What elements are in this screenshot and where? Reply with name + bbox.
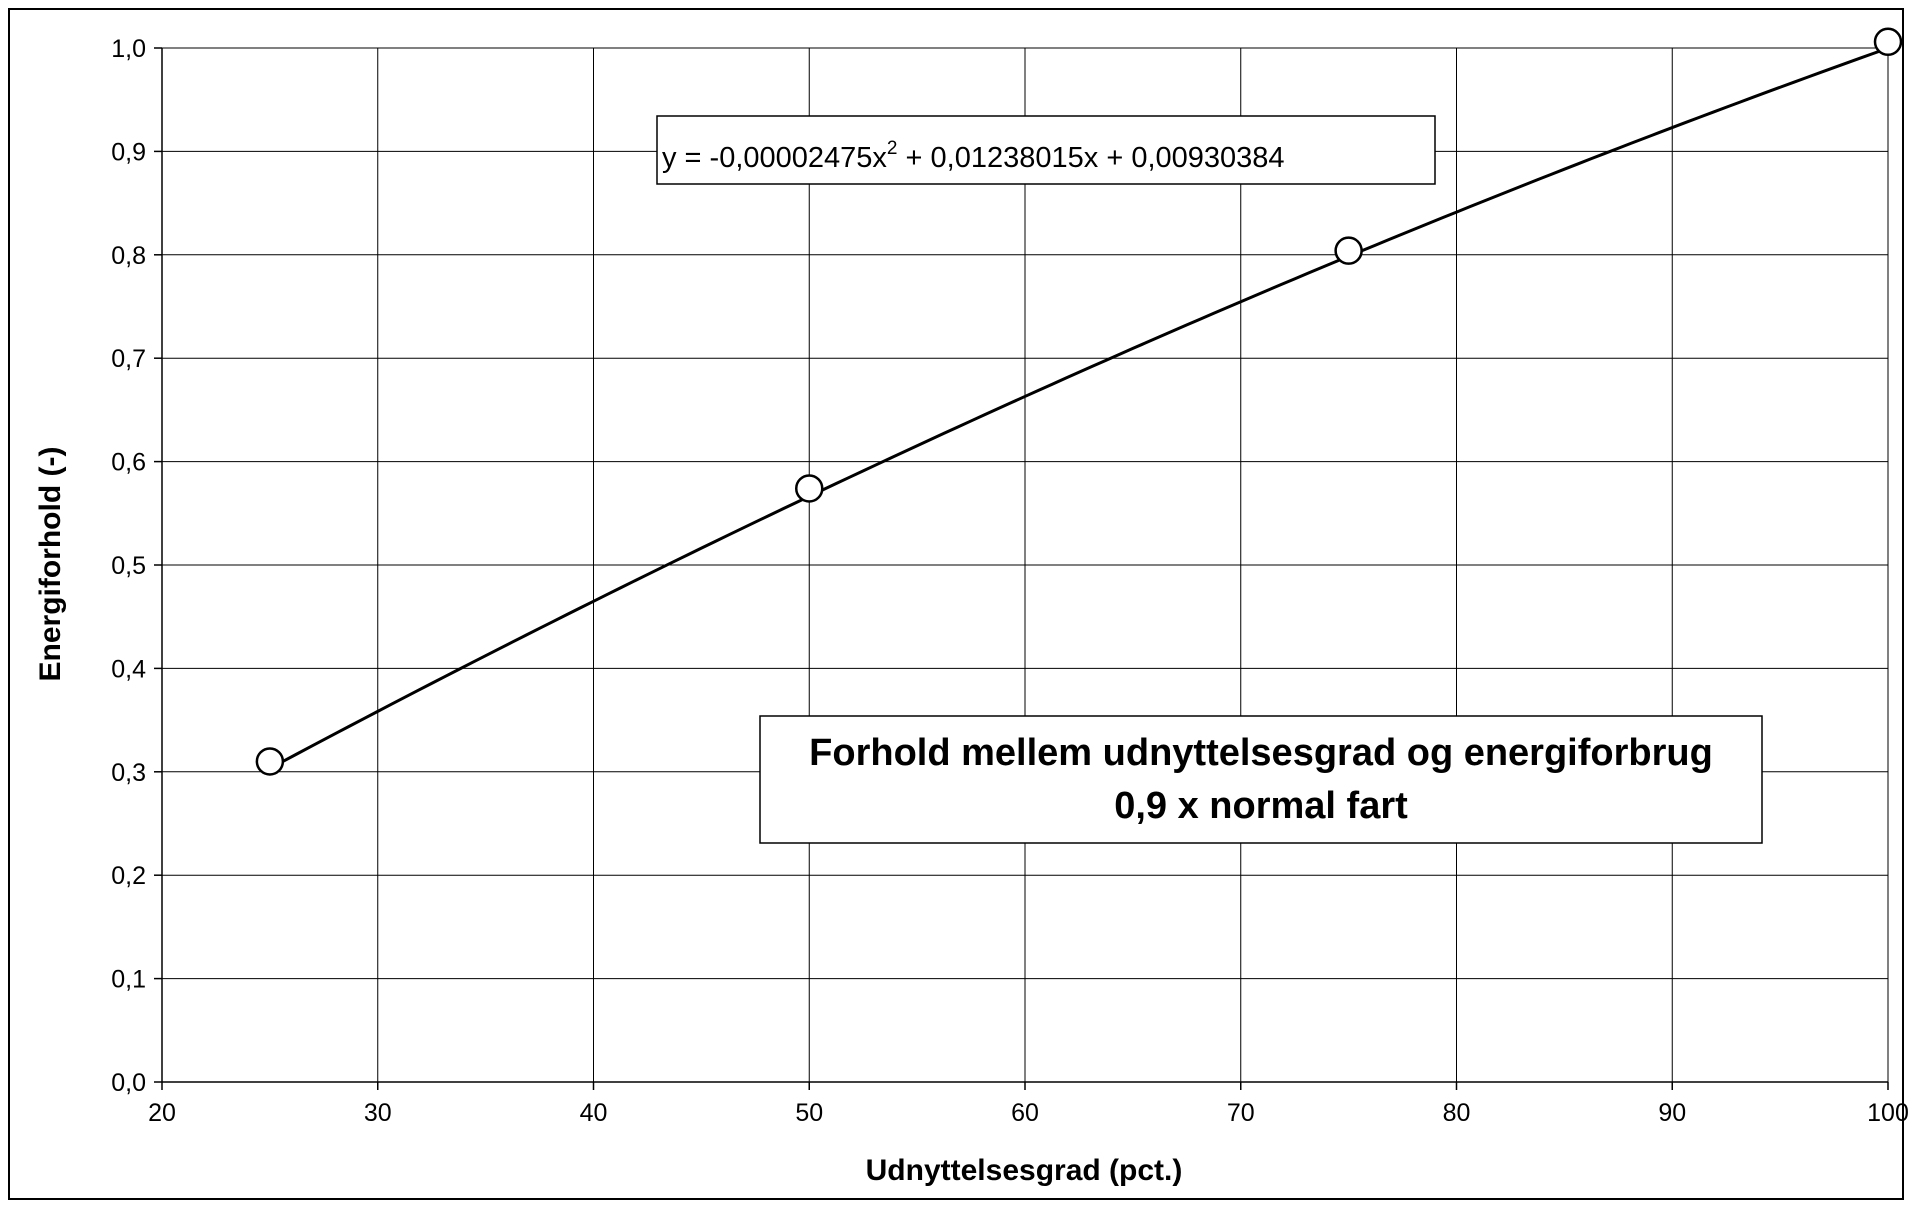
x-tick-label: 80: [1443, 1099, 1471, 1127]
y-tick-label: 0,3: [111, 759, 146, 787]
y-tick-label: 0,9: [111, 138, 146, 166]
title-box: [759, 715, 1763, 844]
data-points: [255, 27, 1903, 776]
equation-box: [656, 115, 1436, 185]
x-tick-label: 30: [364, 1099, 392, 1127]
trendline: [269, 46, 1889, 770]
tick-labels: 20 30 40 50 60 70 80 90 100 0,0 0,1 0,2 0,3 0,4 0,5 0,6…: [111, 35, 1909, 1127]
x-axis-title: Udnyttelsesgrad (pct.): [866, 1154, 1183, 1187]
equation-rest: + 0,01238015x + 0,00930384: [898, 142, 1285, 174]
y-tick-label: 0,1: [111, 966, 146, 994]
x-tick-label: 100: [1867, 1099, 1909, 1127]
x-tick-label: 20: [148, 1099, 176, 1127]
equation-text: y = -0,00002475x2 + 0,01238015x + 0,0093…: [662, 138, 1285, 174]
chart-subtitle: 0,9 x normal fart: [1114, 785, 1408, 827]
y-tick-label: 0,8: [111, 242, 146, 270]
x-tick-label: 90: [1658, 1099, 1686, 1127]
data-point: [1334, 236, 1363, 265]
chart-title-box: Forhold mellem udnyttelsesgrad og energi…: [759, 715, 1763, 844]
y-tick-label: 0,7: [111, 345, 146, 373]
data-point: [255, 747, 285, 776]
equation-main: y = -0,00002475x: [662, 142, 887, 174]
chart-title: Forhold mellem udnyttelsesgrad og energi…: [809, 732, 1713, 774]
y-tick-label: 0,5: [111, 552, 146, 580]
x-tick-label: 70: [1227, 1099, 1255, 1127]
y-axis-title: Energiforhold (-): [34, 447, 67, 682]
x-tick-label: 60: [1011, 1099, 1039, 1127]
y-tick-label: 0,0: [111, 1069, 146, 1097]
y-tick-label: 0,4: [111, 655, 146, 683]
equation-label: y = -0,00002475x2 + 0,01238015x + 0,0093…: [656, 115, 1436, 185]
y-tick-label: 1,0: [111, 35, 146, 63]
x-tick-label: 40: [580, 1099, 608, 1127]
data-point: [1873, 27, 1903, 57]
chart-area-border: [8, 8, 1904, 1200]
y-tick-label: 0,2: [111, 862, 146, 890]
equation-superscript: 2: [887, 138, 898, 159]
x-tick-label: 50: [795, 1099, 823, 1127]
data-point: [795, 474, 824, 503]
axes: [154, 47, 1889, 1090]
y-tick-label: 0,6: [111, 449, 146, 477]
